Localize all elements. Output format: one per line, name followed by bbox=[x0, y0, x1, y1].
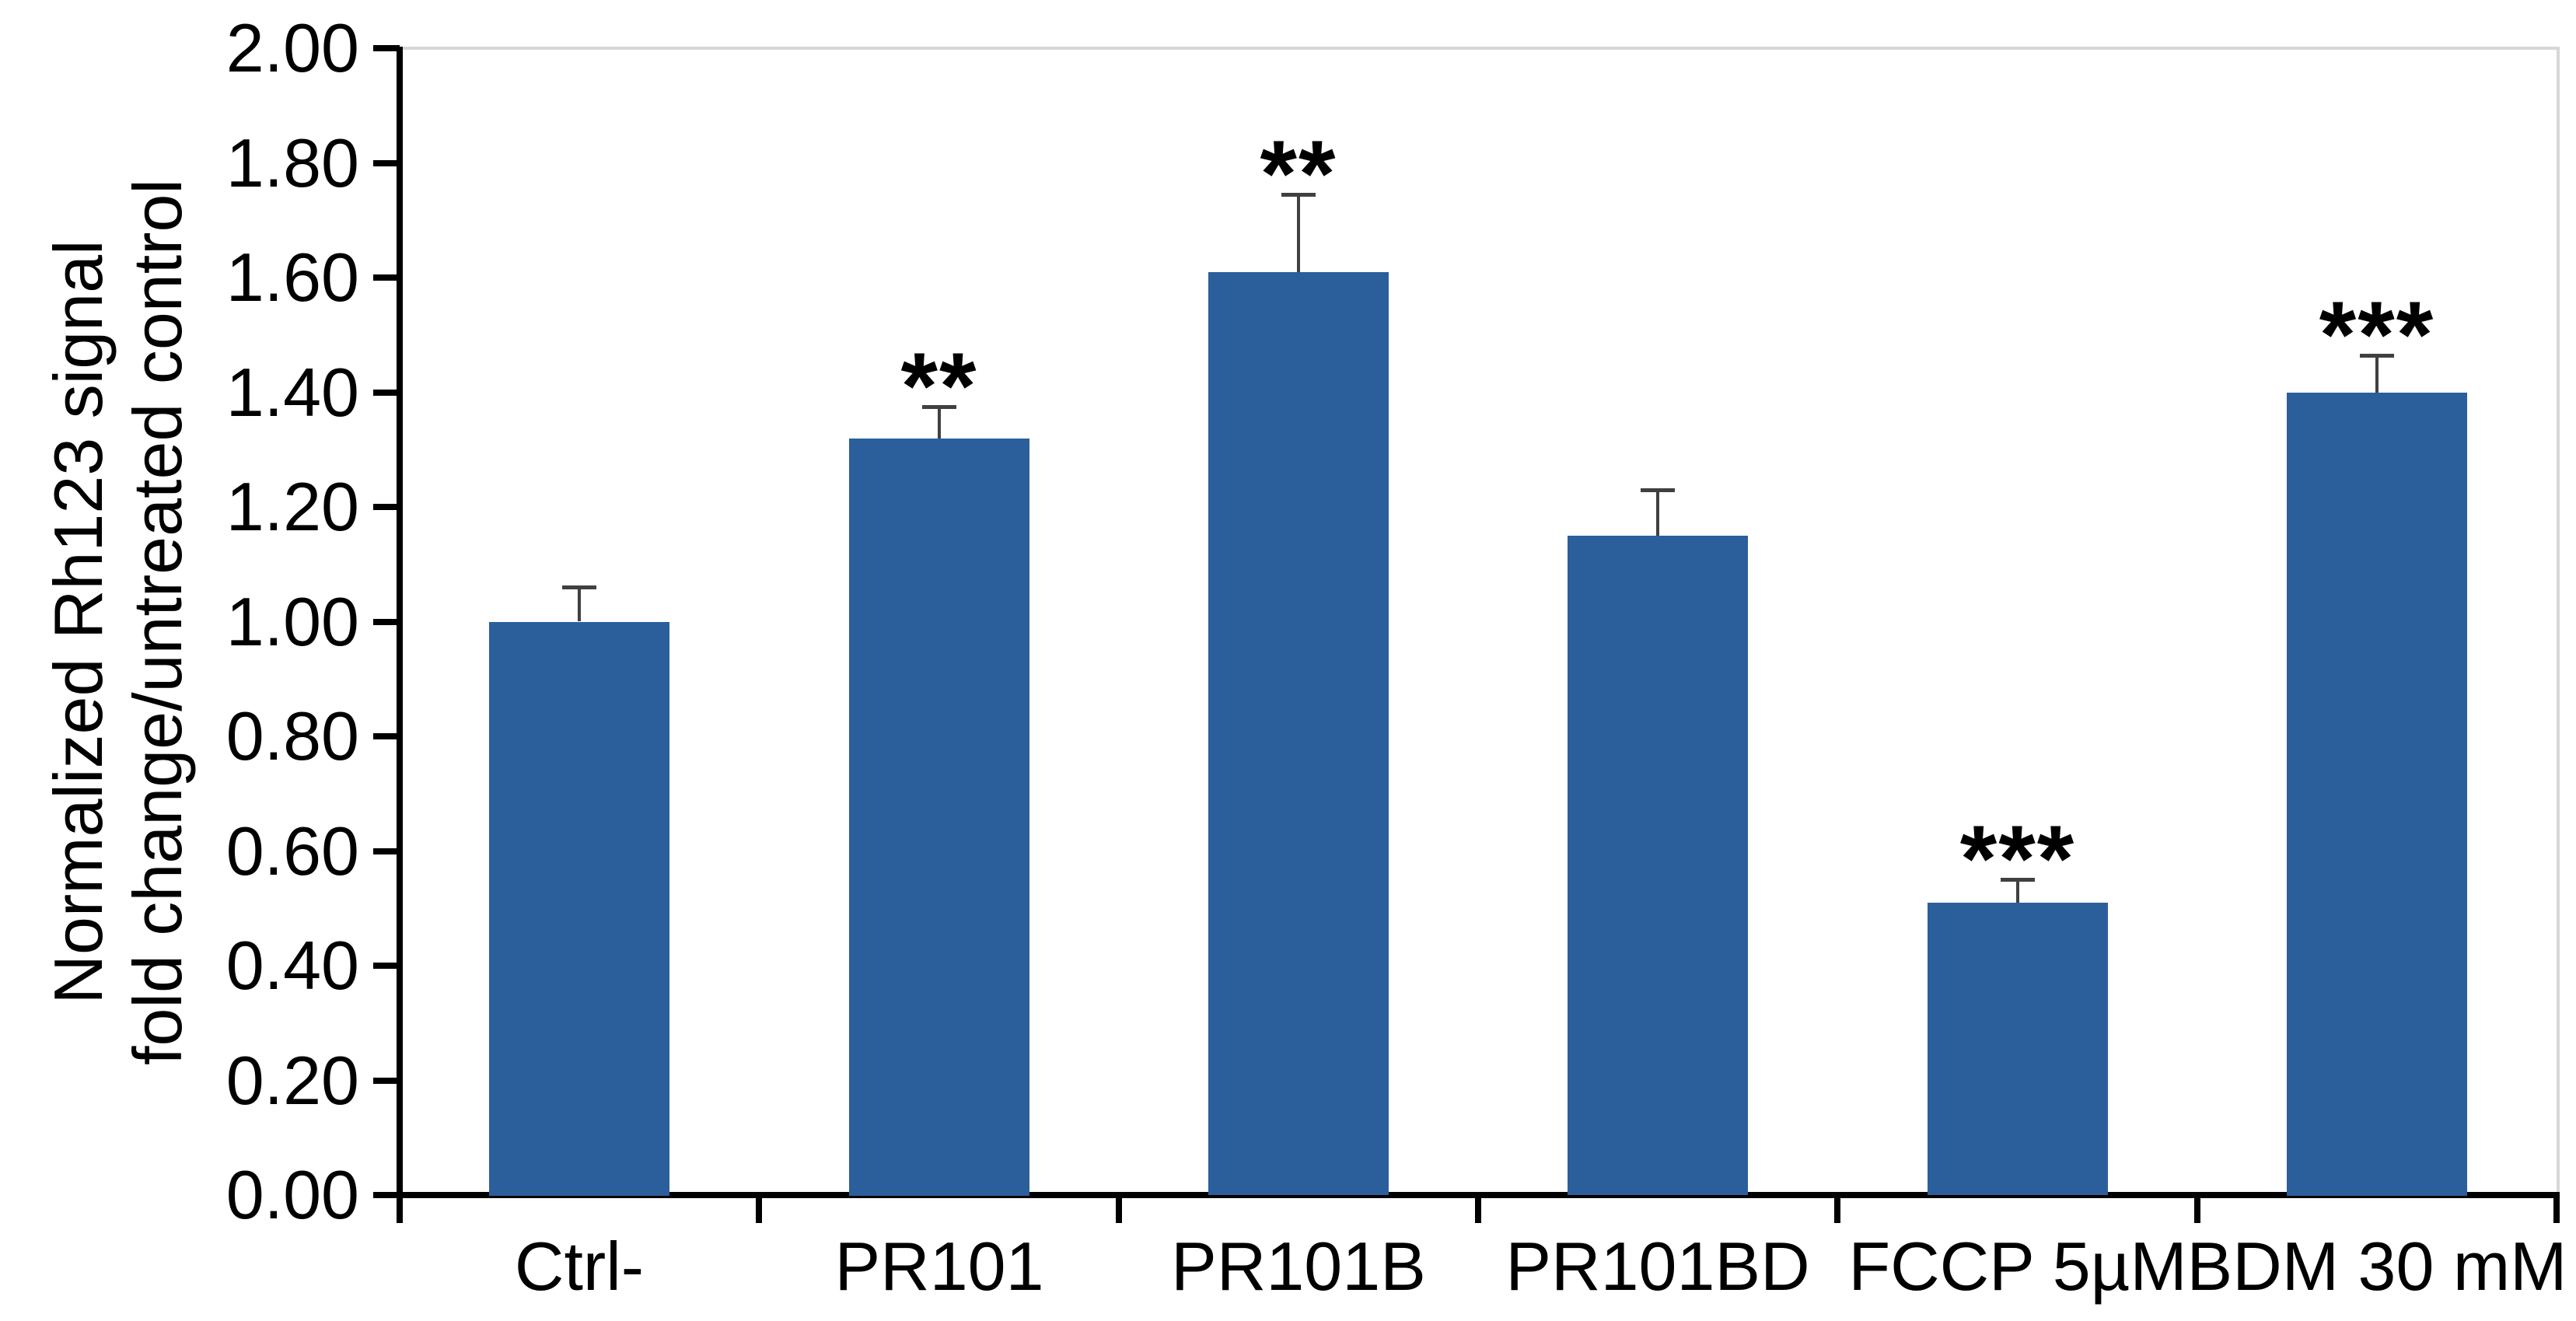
significance-marker: ** bbox=[1260, 121, 1337, 226]
x-tick bbox=[397, 1195, 403, 1223]
y-tick-label: 2.00 bbox=[225, 9, 359, 86]
error-bar-cap bbox=[1641, 488, 1675, 492]
y-tick-label: 0.60 bbox=[225, 813, 359, 889]
y-tick bbox=[373, 45, 400, 51]
error-bar bbox=[2375, 355, 2379, 393]
y-tick-label: 1.20 bbox=[225, 468, 359, 545]
plot-border-right bbox=[2557, 47, 2560, 1195]
x-tick bbox=[756, 1195, 762, 1223]
x-tick bbox=[1116, 1195, 1122, 1223]
y-tick-label: 1.00 bbox=[225, 583, 359, 660]
y-tick bbox=[373, 160, 400, 166]
significance-marker: ** bbox=[900, 333, 978, 439]
y-tick-label: 1.80 bbox=[225, 124, 359, 201]
error-bar-cap bbox=[922, 405, 956, 409]
x-axis-category-label: PR101B bbox=[1171, 1228, 1426, 1305]
x-axis-category-label: PR101 bbox=[834, 1228, 1044, 1305]
y-tick bbox=[373, 504, 400, 510]
error-bar-cap bbox=[2001, 878, 2035, 882]
error-bar-cap bbox=[562, 585, 596, 589]
y-tick-label: 0.00 bbox=[225, 1156, 359, 1233]
y-tick bbox=[373, 274, 400, 281]
y-tick bbox=[373, 1192, 400, 1198]
bar bbox=[2287, 393, 2467, 1196]
x-axis-line bbox=[397, 1192, 2560, 1198]
y-tick bbox=[373, 1078, 400, 1084]
significance-marker: *** bbox=[1959, 806, 2076, 911]
bar bbox=[1208, 272, 1389, 1195]
error-bar bbox=[1297, 194, 1300, 272]
significance-marker: *** bbox=[2319, 281, 2435, 387]
x-axis-category-label: Ctrl- bbox=[514, 1228, 645, 1305]
plot-border-top bbox=[400, 47, 2559, 50]
error-bar bbox=[2016, 879, 2019, 903]
y-tick bbox=[373, 963, 400, 969]
y-tick-label: 0.40 bbox=[225, 927, 359, 1004]
error-bar-cap bbox=[2360, 354, 2394, 358]
x-tick bbox=[1834, 1195, 1840, 1223]
bar bbox=[1928, 903, 2108, 1195]
x-tick bbox=[2553, 1195, 2560, 1223]
x-tick bbox=[1475, 1195, 1481, 1223]
error-bar bbox=[578, 587, 581, 621]
bar bbox=[849, 439, 1029, 1196]
x-axis-category-label: PR101BD bbox=[1505, 1228, 1810, 1305]
y-tick bbox=[373, 619, 400, 625]
y-axis-line bbox=[397, 47, 403, 1200]
y-tick-label: 0.80 bbox=[225, 697, 359, 774]
y-tick bbox=[373, 733, 400, 739]
x-tick bbox=[2194, 1195, 2200, 1223]
y-tick bbox=[373, 848, 400, 854]
error-bar-cap bbox=[1281, 193, 1316, 197]
y-tick-label: 1.60 bbox=[225, 239, 359, 316]
y-tick-label: 0.20 bbox=[225, 1042, 359, 1119]
x-axis-category-label: FCCP 5µM bbox=[1848, 1228, 2187, 1305]
error-bar bbox=[938, 407, 941, 439]
y-tick-label: 1.40 bbox=[225, 354, 359, 431]
y-tick bbox=[373, 390, 400, 396]
bar bbox=[489, 622, 669, 1196]
bar bbox=[1568, 536, 1748, 1195]
error-bar bbox=[1656, 490, 1659, 536]
x-axis-category-label: BDM 30 mM bbox=[2186, 1228, 2567, 1305]
